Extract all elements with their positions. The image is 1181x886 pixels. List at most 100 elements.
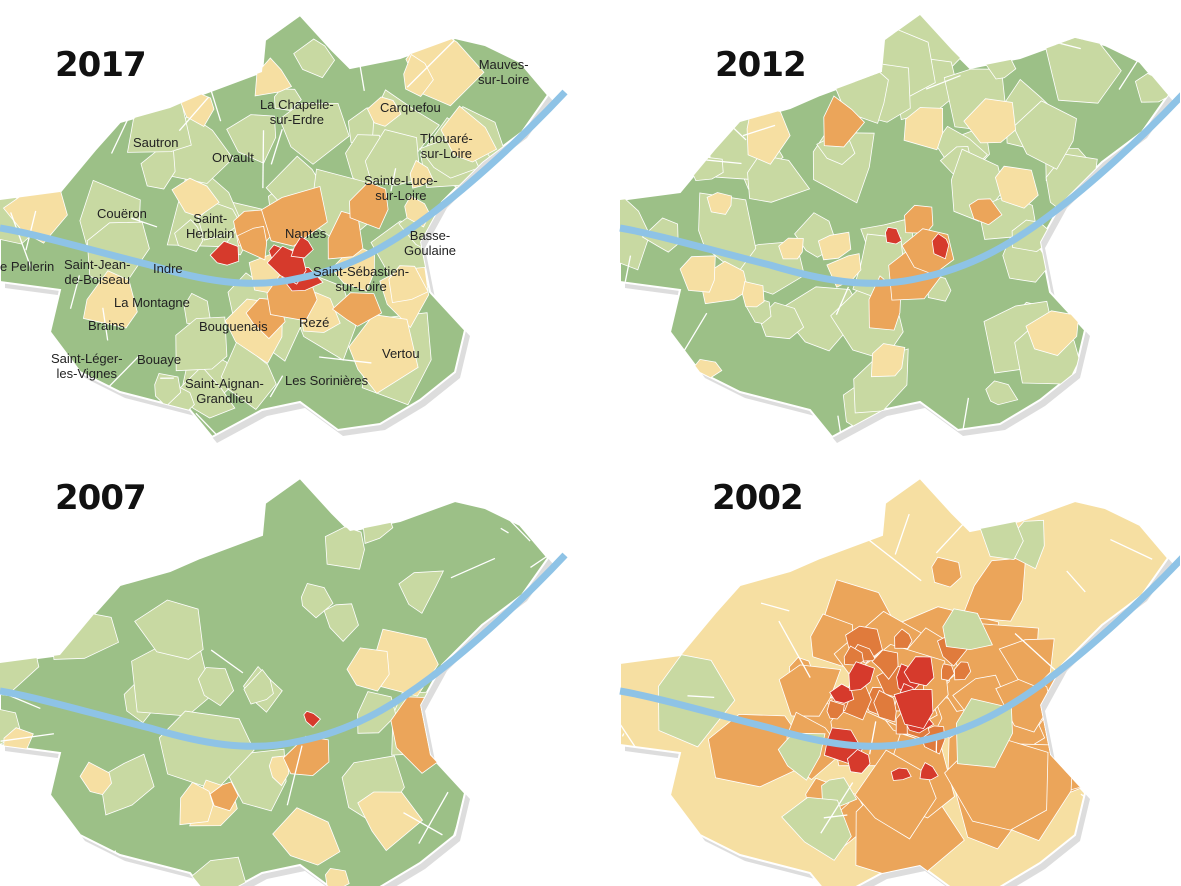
commune-border xyxy=(835,286,850,315)
commune-border xyxy=(418,791,449,844)
district-patch xyxy=(823,95,866,148)
commune-border xyxy=(1056,247,1059,251)
label-vertou: Vertou xyxy=(382,346,420,361)
label-saint-aignan: Saint-Aignan- Grandlieu xyxy=(185,376,264,406)
commune-border xyxy=(450,557,496,579)
district-patch xyxy=(303,710,321,728)
district-patch xyxy=(1134,72,1168,103)
district-patch xyxy=(903,656,935,687)
commune-border xyxy=(406,40,455,88)
district-patch xyxy=(273,88,302,111)
commune-border xyxy=(760,602,790,612)
label-la-montagne: La Montagne xyxy=(114,295,190,310)
commune-border xyxy=(894,513,910,555)
commune-border xyxy=(641,837,691,884)
label-chapelle: La Chapelle-sur-Erdre xyxy=(260,97,334,127)
district-patch xyxy=(323,603,359,642)
district-patch xyxy=(197,667,235,707)
commune-border xyxy=(1072,669,1087,681)
commune-border xyxy=(262,130,265,189)
commune-border xyxy=(103,354,141,392)
district-patch xyxy=(324,867,350,886)
commune-border xyxy=(620,533,636,586)
year-title: 2007 xyxy=(55,478,147,518)
district-patch xyxy=(848,661,875,692)
label-nantes: Nantes xyxy=(285,226,327,241)
district-patch xyxy=(894,628,913,649)
loire-river xyxy=(619,92,1180,287)
district-patch xyxy=(209,781,239,812)
commune-border xyxy=(511,795,548,821)
district-patch xyxy=(931,233,950,260)
commune-border xyxy=(471,182,501,214)
district-patch xyxy=(870,343,906,378)
district-patch xyxy=(893,689,934,730)
district-patch xyxy=(324,526,365,570)
district-patch xyxy=(174,219,204,252)
commune-border xyxy=(110,116,130,154)
commune-border xyxy=(770,417,798,437)
commune-border xyxy=(286,745,303,806)
commune-border xyxy=(837,415,842,435)
district-patch xyxy=(942,608,993,651)
district-patch xyxy=(885,226,902,245)
district-patch xyxy=(175,316,228,372)
commune-border xyxy=(624,255,632,282)
district-patch xyxy=(778,237,804,260)
commune-border xyxy=(1158,15,1168,39)
label-bouaye: Bouaye xyxy=(137,352,182,367)
district-patch xyxy=(367,96,402,127)
district-patch xyxy=(82,270,138,329)
label-reze: Rezé xyxy=(299,315,330,330)
commune-border xyxy=(1151,362,1168,393)
commune-border xyxy=(694,102,720,142)
commune-area xyxy=(0,476,550,886)
commune-border xyxy=(1109,358,1114,416)
district-patch xyxy=(290,235,314,259)
district-patch xyxy=(179,781,214,826)
district-patch xyxy=(657,654,736,748)
district-patch xyxy=(873,689,897,723)
commune-border xyxy=(1066,570,1086,593)
commune-border xyxy=(659,353,662,398)
district-patch xyxy=(963,98,1017,144)
district-patch xyxy=(209,240,240,266)
commune-border xyxy=(500,527,509,534)
commune-border xyxy=(270,129,283,165)
map-2012: 2012 xyxy=(590,0,1180,443)
label-carquefou: Carquefou xyxy=(380,100,441,115)
district-patch xyxy=(134,599,204,660)
commune-border xyxy=(10,212,32,270)
label-coueron: Couëron xyxy=(97,206,147,221)
commune-border xyxy=(269,375,284,398)
year-title: 2002 xyxy=(712,478,804,518)
commune-border xyxy=(203,46,209,93)
district-patch xyxy=(243,668,274,705)
map-2007-svg xyxy=(0,476,568,886)
map-2002-svg xyxy=(619,476,1180,886)
commune-border xyxy=(189,78,216,85)
district-patch xyxy=(346,647,390,692)
commune-border xyxy=(210,649,244,674)
label-mauves: Mauves-sur-Loire xyxy=(478,57,530,87)
commune-border xyxy=(533,663,548,696)
district-patch xyxy=(871,649,899,680)
commune-border xyxy=(403,812,443,836)
commune-border xyxy=(25,210,37,251)
district-patch xyxy=(282,735,330,777)
loire-river xyxy=(0,552,568,750)
label-bouguenais: Bouguenais xyxy=(199,319,268,334)
commune-border xyxy=(69,275,81,309)
commune-border xyxy=(638,105,676,167)
year-title: 2017 xyxy=(55,45,147,85)
district-patch xyxy=(941,663,955,681)
label-orvault: Orvault xyxy=(212,150,254,165)
district-patch xyxy=(348,314,419,394)
commune-border xyxy=(102,307,109,341)
commune-border xyxy=(534,29,548,75)
district-patch xyxy=(706,192,732,215)
label-le-pellerin: e Pellerin xyxy=(0,259,55,274)
district-patch xyxy=(261,185,328,247)
district-patch xyxy=(197,202,241,241)
district-patch xyxy=(778,664,842,717)
